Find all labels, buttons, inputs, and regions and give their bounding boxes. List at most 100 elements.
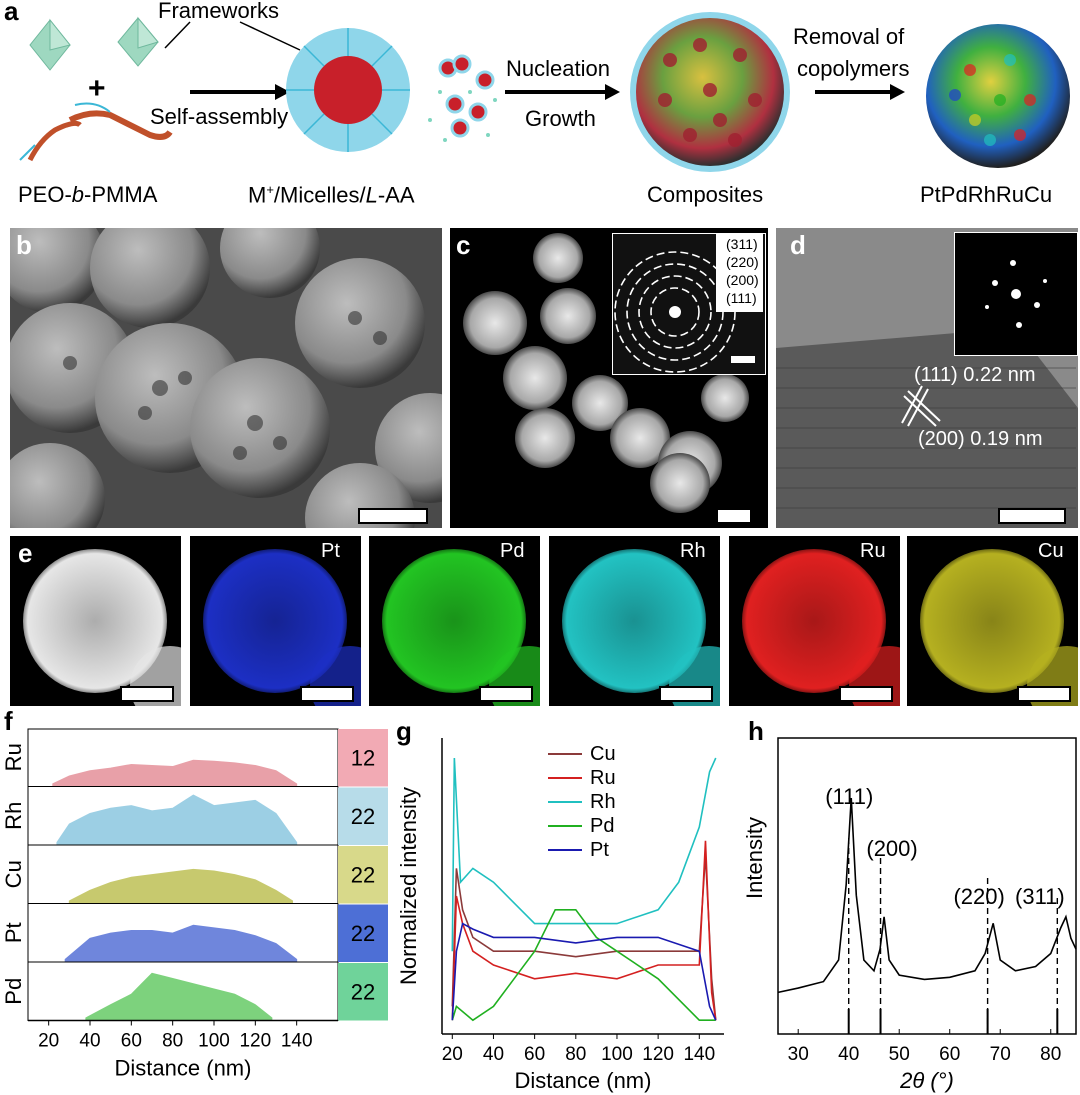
x-tick-label: 30: [788, 1044, 809, 1065]
profile-area-ru: [52, 759, 298, 787]
peak-label: (220): [953, 884, 1004, 909]
saed-ring-label-111: (111): [726, 290, 757, 306]
series-line-pd: [451, 909, 716, 1022]
legend-label-rh: Rh: [590, 791, 616, 813]
nucleation-label: Nucleation: [506, 56, 610, 81]
panel-label-d: d: [790, 230, 806, 260]
eds-label-pt: Pt: [321, 540, 340, 562]
series-line-ru: [451, 840, 717, 1021]
x-tick-label: 70: [990, 1044, 1011, 1065]
saed-ring-label-311: (311): [726, 236, 758, 252]
eds-label-rh: Rh: [680, 540, 706, 562]
x-tick-label: 60: [939, 1044, 960, 1065]
framework-crystal-right: [117, 16, 159, 67]
scale-bar-e-0: [120, 686, 174, 702]
plus-sign: +: [88, 72, 106, 105]
fft-inset: [954, 232, 1078, 356]
eds-map-pt: [190, 536, 361, 706]
chart-h: (111) (200) (220) (311) 30 40 50 60 70 80 2θ (°) In…: [742, 737, 1077, 1093]
growth-label: Growth: [525, 106, 596, 131]
legend-label-cu: Cu: [590, 743, 616, 765]
schematic-graphics: [19, 12, 1070, 172]
lattice-label-200: (200) 0.19 nm: [918, 428, 1043, 450]
saed-ring-label-200: (200): [726, 272, 759, 288]
saed-ring-label-220: (220): [726, 254, 759, 270]
panel-label-e: e: [18, 538, 33, 568]
profile-area-pd: [85, 972, 273, 1021]
scale-bar-c: [716, 508, 752, 524]
percent-badge-cu: [338, 846, 388, 904]
panel-label-b: b: [16, 230, 32, 260]
legend-label-pd: Pd: [590, 815, 614, 837]
self-assembly-label: Self-assembly: [150, 104, 289, 129]
x-tick-label: 120: [642, 1044, 674, 1065]
x-tick-label: 80: [1040, 1044, 1061, 1065]
saed-label-box: [716, 234, 763, 312]
x-axis-label: Distance (nm): [115, 1056, 252, 1081]
percent-badge-rh: [338, 787, 388, 845]
x-tick-label: 20: [442, 1044, 463, 1065]
caption-micelles: M+/Micelles/L-AA: [248, 182, 415, 208]
panel-label-h: h: [748, 716, 764, 746]
x-tick-label: 20: [38, 1031, 59, 1052]
profile-area-pt: [64, 924, 298, 963]
band-label-pt: Pt: [1, 922, 26, 943]
percent-badge-pd: [338, 963, 388, 1021]
x-tick-label: 80: [162, 1031, 183, 1052]
lattice-label-111: (111) 0.22 nm: [914, 364, 1036, 386]
removal-label-1: Removal of: [793, 24, 905, 49]
series-line-rh: [451, 757, 717, 952]
x-tick-label: 100: [198, 1031, 230, 1052]
eds-label-pd: Pd: [500, 540, 525, 562]
x-axis-label: 2θ (°): [899, 1068, 954, 1093]
chart-f: Ru 12 Rh 22 Cu 22 Pt 22 Pd 22 20 40 60 80 100 120 140 Dis…: [1, 728, 388, 1081]
sem-image: [10, 228, 442, 528]
band-label-cu: Cu: [1, 860, 26, 888]
eds-map-haadf: [10, 536, 181, 706]
scale-bar-b: [358, 508, 428, 524]
framework-crystal-left: [29, 18, 71, 71]
eds-label-ru: Ru: [860, 540, 886, 562]
percent-badge-pt: [338, 904, 388, 962]
profile-area-rh: [56, 794, 298, 846]
y-axis-label: Intensity: [742, 817, 767, 899]
panel-label-c: c: [456, 230, 471, 260]
scale-bar-e-1: [300, 686, 354, 702]
percent-value-cu: 22: [351, 862, 375, 887]
removal-label-2: copolymers: [797, 56, 910, 81]
legend-label-pt: Pt: [590, 839, 609, 861]
x-tick-label: 140: [281, 1031, 313, 1052]
percent-value-ru: 12: [351, 745, 375, 770]
percent-value-pt: 22: [351, 921, 375, 946]
eds-label-cu: Cu: [1038, 540, 1064, 562]
x-tick-label: 100: [601, 1044, 633, 1065]
x-tick-label: 50: [889, 1044, 910, 1065]
percent-value-rh: 22: [351, 804, 375, 829]
series-line-pt: [451, 922, 717, 1021]
caption-product: PtPdRhRuCu: [920, 182, 1053, 207]
scale-bar-e-3: [659, 686, 713, 702]
scale-bar-e-2: [479, 686, 533, 702]
framework-pointer-1: [164, 21, 191, 49]
band-label-rh: Rh: [1, 802, 26, 830]
scale-bar-e-4: [839, 686, 893, 702]
percent-value-pd: 22: [351, 979, 375, 1004]
band-label-pd: Pd: [1, 978, 26, 1005]
x-tick-label: 80: [565, 1044, 586, 1065]
panel-label-f: f: [4, 706, 13, 736]
y-axis-label: Normalized intensity: [396, 787, 421, 985]
scale-bar-e-5: [1017, 686, 1071, 702]
framework-pointer-2: [239, 21, 301, 51]
x-tick-label: 140: [683, 1044, 715, 1065]
peak-label: (200): [866, 836, 917, 861]
x-tick-label: 40: [79, 1031, 100, 1052]
hrtem-image: [776, 228, 1078, 528]
panel-label-g: g: [396, 716, 412, 746]
frameworks-label: Frameworks: [158, 0, 280, 23]
caption-composites: Composites: [647, 182, 764, 207]
profile-area-cu: [68, 868, 294, 904]
panel-label-a: a: [4, 0, 19, 26]
band-label-ru: Ru: [1, 743, 26, 771]
x-tick-label: 60: [524, 1044, 545, 1065]
